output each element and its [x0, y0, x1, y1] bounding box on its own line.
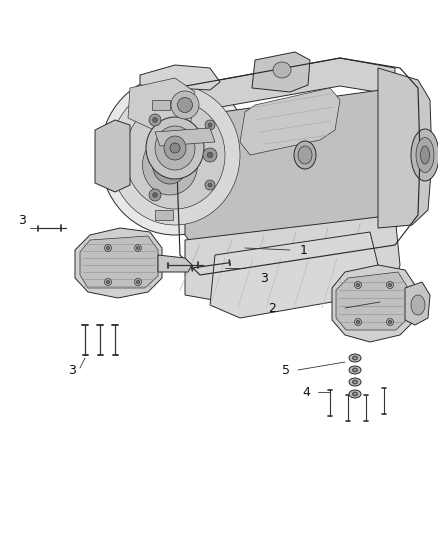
Polygon shape [140, 65, 220, 90]
Ellipse shape [386, 281, 393, 288]
Text: 3: 3 [68, 364, 76, 376]
Ellipse shape [146, 117, 204, 179]
Ellipse shape [411, 295, 425, 315]
Ellipse shape [349, 378, 361, 386]
Ellipse shape [142, 135, 198, 195]
Polygon shape [80, 236, 158, 288]
Polygon shape [152, 100, 170, 110]
Ellipse shape [149, 189, 161, 201]
Polygon shape [175, 58, 395, 115]
Ellipse shape [125, 101, 225, 209]
Ellipse shape [349, 354, 361, 362]
Polygon shape [185, 215, 400, 310]
Text: 1: 1 [300, 244, 308, 256]
Ellipse shape [386, 319, 393, 326]
Ellipse shape [353, 368, 357, 372]
Ellipse shape [149, 114, 161, 126]
Polygon shape [200, 228, 395, 282]
Ellipse shape [170, 143, 180, 153]
Text: 4: 4 [302, 385, 310, 399]
Polygon shape [332, 265, 415, 342]
Polygon shape [336, 272, 408, 330]
Ellipse shape [152, 118, 157, 123]
Ellipse shape [137, 280, 139, 284]
Ellipse shape [420, 146, 430, 164]
Ellipse shape [134, 245, 141, 252]
Polygon shape [128, 78, 195, 135]
Ellipse shape [171, 91, 199, 119]
Ellipse shape [106, 280, 110, 284]
Text: 5: 5 [282, 364, 290, 376]
Ellipse shape [389, 284, 392, 287]
Polygon shape [158, 255, 192, 272]
Ellipse shape [349, 366, 361, 374]
Polygon shape [75, 228, 162, 298]
Ellipse shape [203, 148, 217, 162]
Ellipse shape [354, 281, 361, 288]
Polygon shape [252, 52, 310, 92]
Ellipse shape [357, 284, 360, 287]
Ellipse shape [106, 246, 110, 249]
Polygon shape [378, 68, 432, 228]
Ellipse shape [134, 279, 141, 286]
Ellipse shape [208, 183, 212, 187]
Ellipse shape [357, 320, 360, 324]
Ellipse shape [155, 126, 195, 170]
Ellipse shape [298, 146, 312, 164]
Ellipse shape [273, 62, 291, 78]
Ellipse shape [110, 85, 240, 225]
Ellipse shape [354, 319, 361, 326]
Ellipse shape [100, 75, 250, 235]
Polygon shape [405, 282, 430, 325]
Polygon shape [210, 232, 378, 318]
Ellipse shape [137, 246, 139, 249]
Ellipse shape [389, 320, 392, 324]
Ellipse shape [349, 390, 361, 398]
Ellipse shape [207, 152, 213, 158]
Polygon shape [95, 120, 130, 192]
Ellipse shape [152, 146, 187, 184]
Text: 3: 3 [18, 214, 26, 227]
Ellipse shape [294, 141, 316, 169]
Ellipse shape [411, 129, 438, 181]
Text: 2: 2 [268, 302, 276, 314]
Ellipse shape [205, 180, 215, 190]
Text: 3: 3 [260, 271, 268, 285]
Ellipse shape [105, 279, 112, 286]
Polygon shape [155, 210, 173, 220]
Polygon shape [185, 88, 415, 255]
Ellipse shape [177, 98, 192, 112]
Ellipse shape [353, 392, 357, 396]
Ellipse shape [164, 136, 186, 160]
Ellipse shape [416, 138, 434, 173]
Ellipse shape [105, 245, 112, 252]
Polygon shape [155, 128, 215, 146]
Ellipse shape [152, 192, 157, 197]
Ellipse shape [353, 380, 357, 384]
Ellipse shape [208, 123, 212, 127]
Ellipse shape [353, 356, 357, 360]
Ellipse shape [205, 120, 215, 130]
Polygon shape [240, 88, 340, 155]
